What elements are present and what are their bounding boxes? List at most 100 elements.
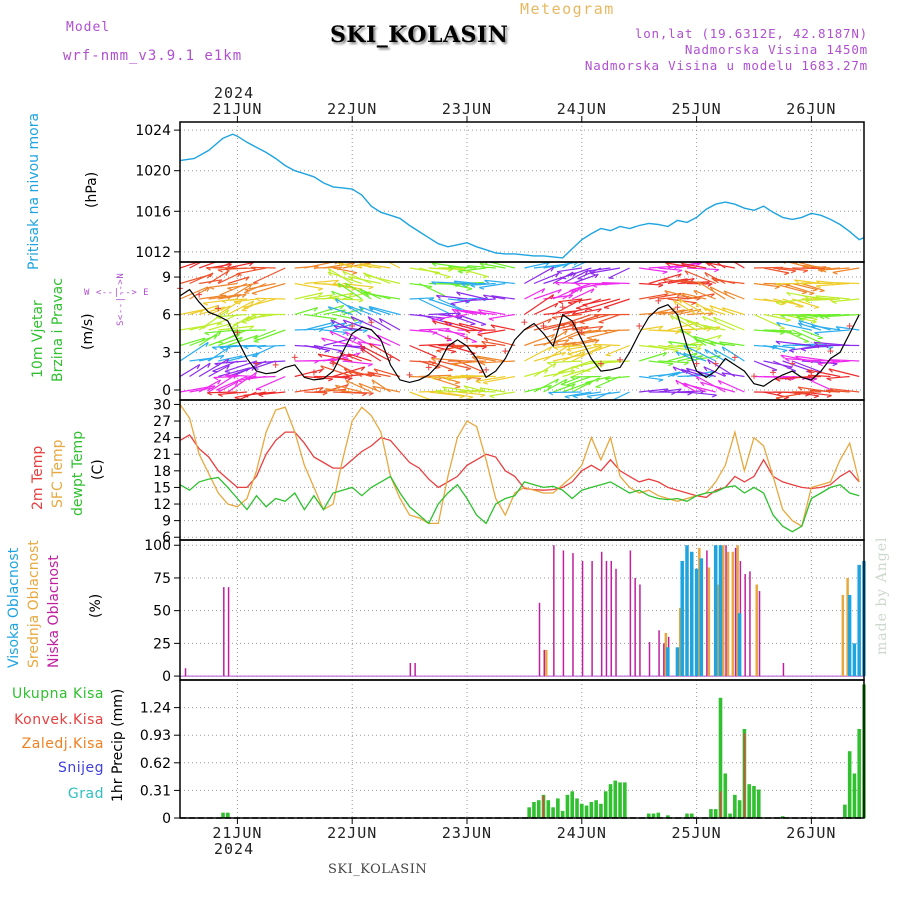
wind-arrow	[419, 343, 455, 347]
wind-arrowhead	[798, 305, 804, 308]
wind-arrowhead	[251, 292, 257, 296]
wind-arrowhead	[691, 302, 697, 306]
wind-arrow	[342, 307, 365, 316]
y-tick-label: 0.93	[140, 728, 171, 744]
cloud-mid-bar	[841, 594, 845, 677]
wind-arrow	[348, 353, 372, 362]
wind-arrowhead	[334, 279, 339, 284]
wind-arrowhead	[669, 315, 674, 320]
model-name: wrf-nmm_v3.9.1 e1km	[63, 48, 243, 64]
cloud-low-bar	[538, 602, 541, 677]
wind-arrow	[543, 272, 577, 285]
wind-arrowhead	[256, 346, 262, 350]
wind-arrowhead	[468, 396, 474, 400]
wind-arrowhead	[668, 341, 673, 346]
wind-arrow	[454, 309, 487, 316]
wind-arrowhead	[697, 281, 701, 287]
wind-arrow	[457, 267, 488, 278]
wind-arrowhead	[826, 377, 832, 382]
wind-arrowhead	[359, 288, 364, 294]
wind-arrowhead	[357, 341, 363, 346]
cloud-low-bar	[600, 551, 603, 677]
wind-arrow	[604, 375, 630, 380]
wind-arrow	[704, 348, 726, 362]
wind-arrow	[686, 312, 713, 316]
wind-arrowhead	[206, 392, 212, 396]
temp-label-2m: 2m Temp	[30, 445, 46, 510]
wind-arrow	[552, 288, 575, 300]
wind-arrowhead	[481, 346, 487, 350]
wind-arrow	[639, 352, 667, 362]
wind-arrow	[697, 280, 726, 300]
wind-arrowhead	[801, 264, 807, 269]
wind-arrowhead	[594, 273, 599, 279]
wind-arrowhead	[255, 352, 260, 357]
wind-arrow	[547, 360, 582, 364]
precip-total-bar	[723, 773, 728, 818]
wind-arrows	[180, 262, 860, 400]
wind-arrowhead	[467, 288, 473, 291]
wind-arrowhead	[566, 349, 572, 352]
wind-arrow	[218, 391, 248, 396]
precip-total-bar	[603, 791, 608, 818]
wind-arrow	[723, 290, 745, 300]
x-tick-label-top: 25JUN	[672, 100, 722, 118]
precip-total-bar	[685, 813, 689, 818]
wind-arrowhead	[711, 394, 717, 398]
wind-arrowhead	[786, 292, 791, 297]
wind-arrow	[573, 360, 602, 368]
cloud-high-bar	[857, 564, 861, 677]
wind-arrowhead	[457, 270, 464, 274]
wind-arrowhead	[209, 286, 215, 290]
wind-arrow	[670, 314, 697, 331]
wind-arrowhead	[817, 337, 823, 340]
wind-arrow	[564, 391, 592, 398]
wind-arrowhead	[584, 270, 589, 275]
wind-arrow	[320, 365, 353, 378]
wind-arrow	[304, 321, 335, 331]
y-tick-label: 1016	[135, 204, 171, 220]
wind-arrowhead	[202, 302, 209, 306]
y-tick-label: 6	[162, 308, 171, 324]
cloud-low-bar	[734, 547, 737, 677]
cloud-low-bar	[227, 587, 230, 677]
wind-arrow	[732, 262, 745, 269]
wind-arrow	[753, 282, 780, 288]
wind-arrow	[772, 360, 797, 372]
wind-arrowhead	[709, 286, 714, 292]
wind-arrowhead	[801, 348, 807, 352]
wind-arrow	[831, 298, 860, 303]
wind-arrowhead	[484, 279, 490, 284]
wind-arrowhead	[471, 356, 477, 361]
wind-arrowhead	[318, 292, 323, 297]
wind-arrow	[719, 341, 745, 347]
wind-arrow	[227, 334, 258, 347]
wind-arrowhead	[558, 301, 564, 305]
wind-arrow	[369, 305, 401, 316]
wind-arrowhead	[368, 306, 374, 311]
wind-arrow	[801, 264, 831, 269]
wind-arrowhead	[681, 383, 687, 388]
cloud-low-bar	[648, 642, 651, 677]
wind-arrowhead	[243, 306, 249, 310]
wind-arrow	[775, 298, 812, 304]
wind-arrowhead	[466, 377, 472, 381]
wind-arrowhead	[258, 394, 264, 398]
wind-arrowhead	[453, 280, 459, 285]
wind-arrow	[524, 294, 554, 315]
wind-arrowhead	[233, 373, 237, 379]
wind-arrowhead	[367, 363, 373, 367]
wind-arrowhead	[564, 339, 570, 344]
wind-arrowhead	[476, 377, 482, 382]
cloud-low-bar	[629, 550, 632, 677]
wind-arrow	[350, 315, 382, 331]
wind-arrowhead	[579, 287, 584, 292]
wind-arrowhead	[544, 369, 549, 374]
wind-arrowhead	[462, 309, 468, 314]
wind-arrow	[483, 294, 506, 300]
wind-arrowhead	[835, 326, 841, 331]
lonlat-label: lon,lat (19.6312E, 42.8187N)	[634, 26, 868, 41]
wind-arrow	[216, 313, 248, 318]
station-title: SKI_KOLASIN	[330, 22, 509, 48]
wind-arrowhead	[805, 300, 811, 304]
